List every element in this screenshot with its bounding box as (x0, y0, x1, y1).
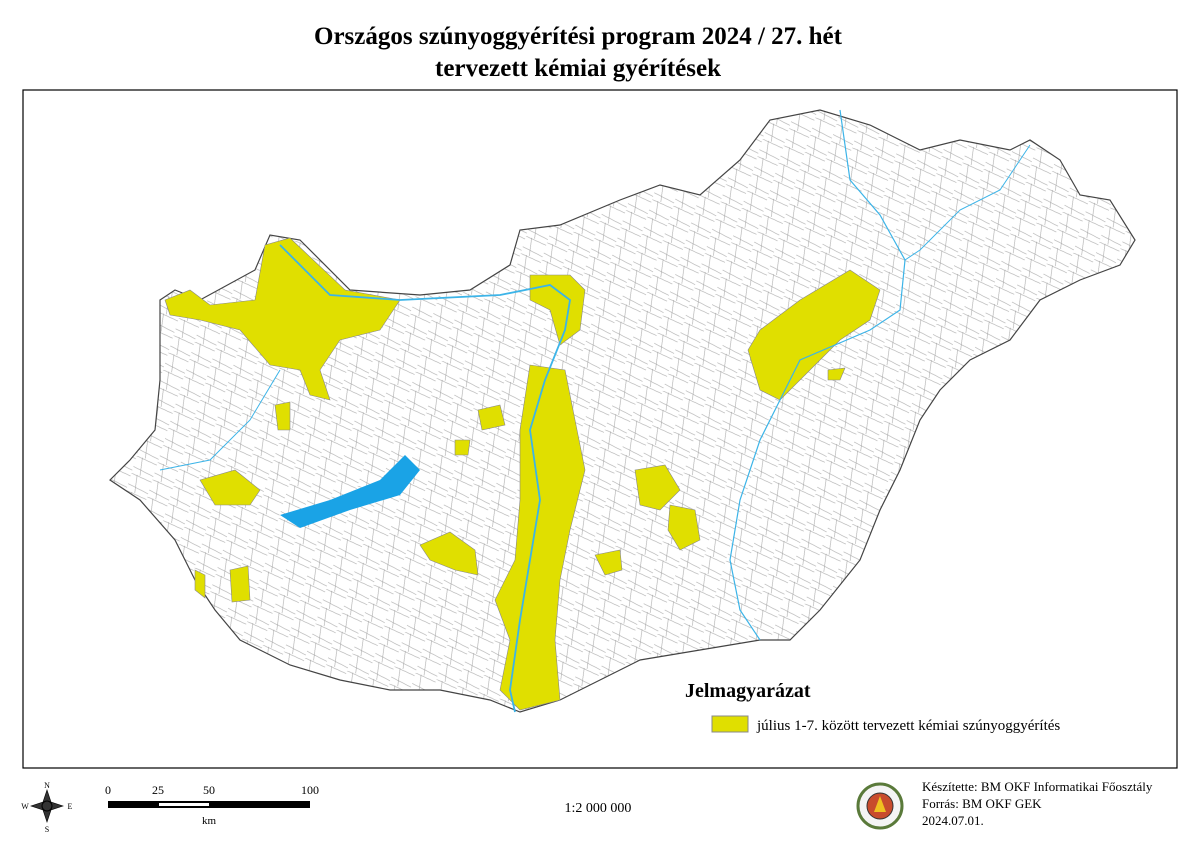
credit-line: Forrás: BM OKF GEK (922, 796, 1042, 811)
scale-unit: km (202, 815, 217, 827)
logo (856, 782, 904, 830)
legend-title: Jelmagyarázat (685, 680, 811, 702)
country-outline (109, 109, 1136, 713)
rivers (159, 109, 1031, 713)
compass-s: S (45, 825, 49, 834)
legend-label: július 1-7. között tervezett kémiai szún… (756, 718, 1060, 734)
compass: N E S W (21, 781, 72, 834)
compass-e: E (68, 802, 73, 811)
credit-line: 2024.07.01. (922, 813, 984, 828)
legend-swatch (711, 715, 749, 733)
treated-areas (164, 237, 881, 711)
scale-tick: 25 (152, 783, 164, 797)
map-scale: 1:2 000 000 (565, 801, 632, 816)
title-line: Országos szúnyoggyérítési program 2024 /… (314, 23, 843, 50)
lake-balaton (280, 455, 420, 528)
compass-n: N (44, 781, 50, 790)
compass-w: W (21, 802, 29, 811)
credit-line: Készítette: BM OKF Informatikai Főosztál… (922, 779, 1153, 794)
title-line: tervezett kémiai gyérítések (435, 55, 721, 82)
scale-tick: 100 (301, 783, 319, 797)
scale-tick: 0 (105, 783, 111, 797)
scale-tick: 50 (203, 783, 215, 797)
scale-bar: 0 25 50 100 km (105, 783, 319, 827)
